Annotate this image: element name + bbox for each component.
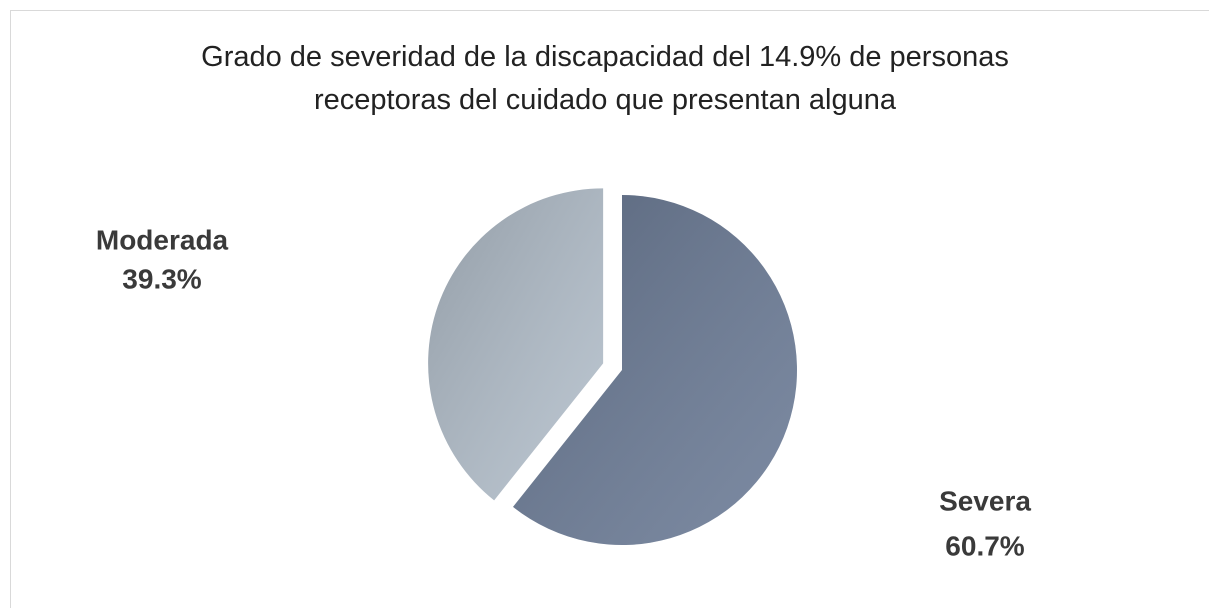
category-label: Severa [939,485,1031,516]
category-label: Moderada [96,224,229,255]
chart-title: Grado de severidad de la discapacidad de… [201,41,1009,116]
value-label: 60.7% [945,530,1024,561]
value-label: 39.3% [122,263,201,294]
chart-border [10,10,1209,608]
